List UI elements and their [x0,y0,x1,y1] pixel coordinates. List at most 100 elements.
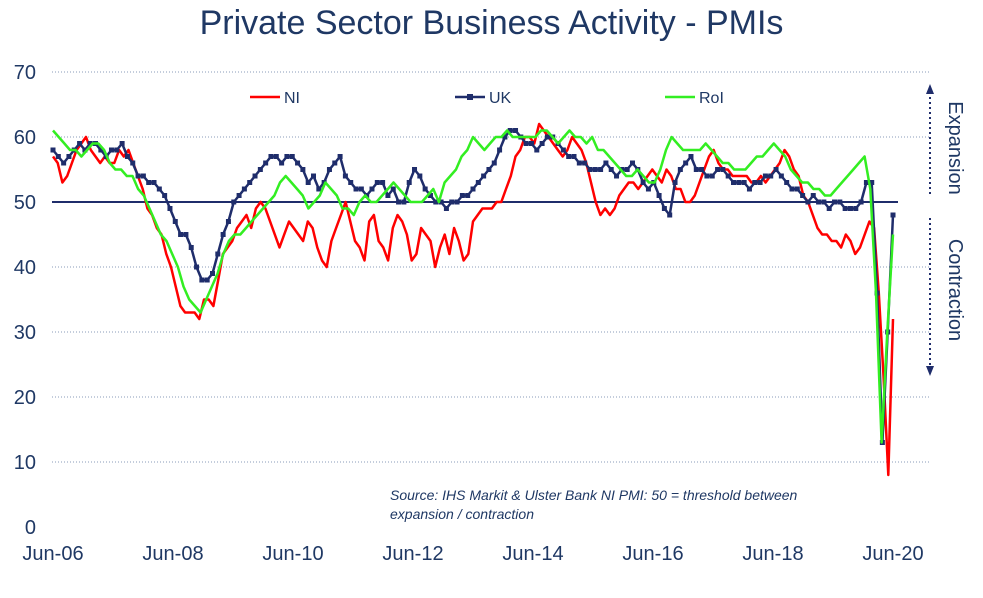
uk-marker-point [295,160,301,166]
uk-marker-point [560,147,566,153]
x-tick-label-Jun-06: Jun-06 [22,543,83,565]
uk-marker-point [199,277,205,283]
uk-marker-point [816,199,822,205]
expansion-arrowhead-icon [926,84,934,94]
uk-marker-point [204,277,210,283]
uk-marker-point [50,147,56,153]
uk-marker-point [523,141,529,146]
uk-marker-point [215,251,221,257]
uk-marker-point [459,193,465,198]
uk-marker-point [167,206,173,211]
uk-marker-point [683,160,689,166]
uk-marker-point [374,180,380,185]
uk-marker-point [592,167,598,172]
uk-marker-point [241,186,247,192]
uk-marker-point [82,147,88,153]
uk-marker-point [486,167,492,172]
uk-marker-point [502,134,508,140]
y-tick-label-60: 60 [14,127,36,149]
uk-marker-point [539,141,545,146]
uk-marker-point [252,173,258,179]
source-note-line2: expansion / contraction [390,506,534,522]
uk-marker-point [305,180,311,185]
uk-marker-point [114,147,120,153]
y-tick-label-70: 70 [14,62,36,84]
uk-marker-point [736,180,742,185]
y-tick-label-50: 50 [14,192,36,214]
uk-marker-point [289,154,295,159]
uk-marker-point [725,173,731,179]
uk-marker-point [385,193,391,198]
uk-marker-point [470,186,476,192]
uk-marker-point [699,167,705,172]
uk-marker-point [656,193,662,198]
uk-marker-point [614,173,620,179]
uk-marker-point [209,271,215,276]
uk-marker-point [326,167,332,172]
uk-marker-point [263,160,269,166]
uk-marker-point [231,199,237,205]
x-tick-label-Jun-18: Jun-18 [742,543,803,565]
uk-marker-point [401,199,407,205]
uk-marker-point [412,167,418,172]
uk-marker-point [449,199,455,205]
uk-marker-point [667,212,673,218]
uk-marker-point [507,128,513,133]
uk-marker-point [481,173,487,179]
uk-marker-point [162,193,168,198]
uk-marker-point [810,193,816,198]
uk-marker-point [693,167,699,172]
uk-marker-point [800,193,806,198]
y-tick-label-20: 20 [14,387,36,409]
uk-marker-point [369,186,375,192]
uk-marker-point [316,186,322,192]
uk-marker-point [342,173,348,179]
uk-marker-point [172,219,178,224]
uk-marker-point [528,141,534,146]
uk-marker-point [778,173,784,179]
uk-marker-point [757,180,763,185]
uk-marker-point [433,199,439,205]
uk-marker-point [406,180,412,185]
uk-marker-point [454,199,460,205]
y-tick-label-10: 10 [14,452,36,474]
uk-marker-point [688,154,694,159]
uk-marker-point [704,173,710,179]
uk-marker-point [629,160,635,166]
uk-marker-point [645,186,651,192]
uk-marker-point [66,154,72,159]
y-tick-label-30: 30 [14,322,36,344]
uk-marker-point [119,141,125,146]
uk-marker-point [183,232,189,237]
source-note-line1: Source: IHS Markit & Ulster Bank NI PMI:… [390,487,798,503]
uk-marker-point [236,193,242,198]
x-tick-label-Jun-08: Jun-08 [142,543,203,565]
uk-marker-point [348,180,354,185]
uk-marker-point [709,173,715,179]
legend-marker-uk [467,94,473,100]
uk-marker-point [768,173,774,179]
uk-marker-point [146,180,152,185]
contraction-arrowhead-icon [926,366,934,376]
uk-marker-point [832,199,838,205]
uk-marker-point [821,199,827,205]
uk-marker-point [576,160,582,166]
uk-marker-point [247,180,253,185]
uk-marker-point [257,167,263,172]
uk-marker-point [220,232,226,237]
uk-marker-point [762,173,768,179]
uk-marker-point [603,160,609,166]
y-tick-label-40: 40 [14,257,36,279]
uk-marker-point [534,147,540,153]
uk-marker-point [858,199,864,205]
x-tick-label-Jun-12: Jun-12 [382,543,443,565]
uk-marker-point [847,206,853,211]
uk-marker-point [853,206,859,211]
uk-marker-point [863,180,869,185]
uk-marker-point [672,180,678,185]
uk-marker-point [794,186,800,192]
uk-marker-point [805,199,811,205]
uk-marker-point [337,154,343,159]
uk-marker-point [513,128,519,133]
